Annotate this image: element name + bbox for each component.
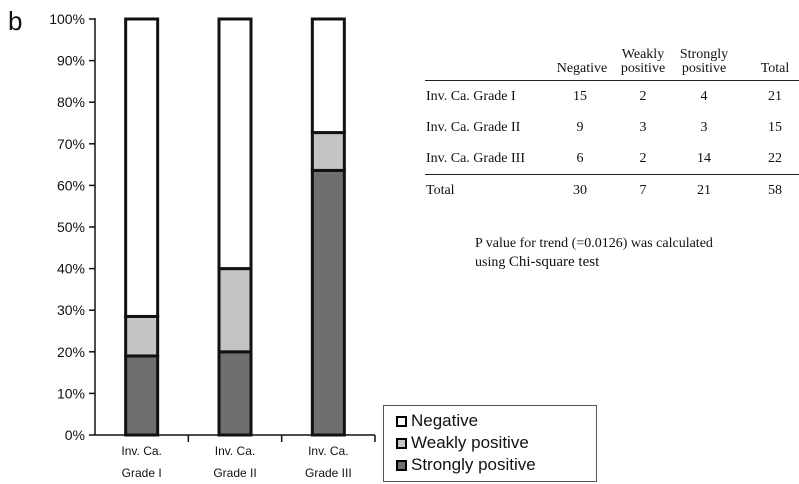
row-label: Inv. Ca. Grade I <box>426 89 516 104</box>
bar-strongly-positive <box>310 168 346 437</box>
y-tick-label: 90% <box>57 53 85 69</box>
legend-item-weakly-positive: Weakly positive <box>396 432 596 454</box>
y-tick-label: 70% <box>57 136 85 152</box>
y-tick-label: 30% <box>57 302 85 318</box>
header-strongly-positive: Strongly positive <box>669 48 739 76</box>
note-line2-test: Chi-square test <box>508 254 600 270</box>
x-tick-label: Inv. Ca. <box>215 444 255 458</box>
cell-weak: 2 <box>639 89 647 104</box>
y-tick-label: 40% <box>57 261 85 277</box>
y-tick-label: 60% <box>57 177 85 193</box>
cell-strong: 4 <box>700 89 708 104</box>
p-value-note: P value for trend (=0.0126) was calculat… <box>475 234 713 272</box>
legend-item-strongly-positive: Strongly positive <box>396 454 596 476</box>
bar-strongly-positive <box>124 354 160 437</box>
header-strong-line2: positive <box>681 61 727 76</box>
y-tick-label: 50% <box>57 219 85 235</box>
row-label: Inv. Ca. Grade III <box>426 151 525 166</box>
cell-strong: 3 <box>700 120 708 135</box>
cell-negative: 15 <box>573 89 587 104</box>
y-tick-label: 100% <box>49 11 85 27</box>
cell-total: 21 <box>768 89 782 104</box>
cell-negative: 30 <box>573 183 587 198</box>
table-row: Inv. Ca. Grade II 9 3 3 15 <box>425 112 799 143</box>
stacked-bar-chart: 0% 10% 20% 30% 40% 50% 60% 70% 80% 90% 100% Inv. Ca… <box>49 11 376 480</box>
legend-label: Negative <box>411 411 479 430</box>
x-tick-label: Grade I <box>122 466 162 480</box>
cell-weak: 7 <box>639 183 647 198</box>
legend-swatch <box>396 437 407 449</box>
cell-weak: 2 <box>639 151 647 166</box>
y-tick-label: 80% <box>57 94 85 110</box>
row-label: Inv. Ca. Grade II <box>426 120 521 135</box>
cell-weak: 3 <box>639 120 647 135</box>
legend-item-negative: Negative <box>396 410 596 432</box>
chart-legend: Negative Weakly positive Strongly positi… <box>383 405 597 482</box>
note-line2: using Chi-square test <box>475 253 713 272</box>
cell-total: 58 <box>768 183 782 198</box>
cell-total: 15 <box>768 120 782 135</box>
bar-weakly-positive <box>310 131 346 172</box>
panel-letter: b <box>8 6 23 36</box>
header-weakly-positive: Weakly positive <box>611 48 675 76</box>
bar-negative <box>217 17 253 271</box>
cell-total: 22 <box>768 151 782 166</box>
y-tick-label: 0% <box>65 427 85 443</box>
legend-label: Weakly positive <box>411 433 529 452</box>
row-label: Total <box>426 183 455 198</box>
cell-strong: 21 <box>697 183 711 198</box>
legend-swatch <box>396 415 407 427</box>
x-tick-label: Inv. Ca. <box>121 444 161 458</box>
table-row: Inv. Ca. Grade III 6 2 14 22 <box>425 143 799 174</box>
y-tick-label: 20% <box>57 344 85 360</box>
table-total-row: Total 30 7 21 58 <box>425 174 799 206</box>
table-header-row: Negative Weakly positive Strongly positi… <box>425 38 799 80</box>
counts-table: Negative Weakly positive Strongly positi… <box>425 38 799 206</box>
bar-weakly-positive <box>124 314 160 358</box>
legend-swatch <box>396 459 407 471</box>
table-row: Inv. Ca. Grade I 15 2 4 21 <box>425 80 799 112</box>
note-line2-prefix: using <box>475 255 509 270</box>
header-total: Total <box>760 61 790 76</box>
legend-label: Strongly positive <box>411 455 536 474</box>
header-weak-line1: Weakly <box>621 47 665 62</box>
y-tick-label: 10% <box>57 385 85 401</box>
bar-negative <box>124 17 160 318</box>
bar-weakly-positive <box>217 267 253 354</box>
x-tick-label: Grade III <box>305 466 352 480</box>
x-tick-label: Inv. Ca. <box>308 444 348 458</box>
cell-strong: 14 <box>697 151 711 166</box>
header-negative: Negative <box>556 61 608 76</box>
cell-negative: 9 <box>576 120 584 135</box>
x-tick-label: Grade II <box>213 466 256 480</box>
bar-negative <box>310 17 346 135</box>
bar-strongly-positive <box>217 350 253 437</box>
header-strong-line1: Strongly <box>679 47 729 62</box>
note-line1: P value for trend (=0.0126) was calculat… <box>475 236 713 251</box>
header-weak-line2: positive <box>620 61 666 76</box>
cell-negative: 6 <box>576 151 584 166</box>
